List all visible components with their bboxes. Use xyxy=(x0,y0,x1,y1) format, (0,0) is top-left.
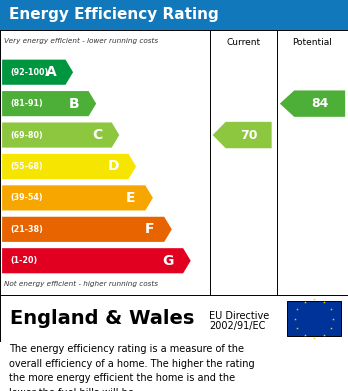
Text: Energy Efficiency Rating: Energy Efficiency Rating xyxy=(9,7,219,23)
Polygon shape xyxy=(280,90,345,117)
Text: (69-80): (69-80) xyxy=(10,131,43,140)
Text: F: F xyxy=(145,222,154,236)
Text: B: B xyxy=(69,97,79,111)
Text: England & Wales: England & Wales xyxy=(10,309,195,328)
Polygon shape xyxy=(2,217,172,242)
Text: Very energy efficient - lower running costs: Very energy efficient - lower running co… xyxy=(4,38,158,44)
FancyBboxPatch shape xyxy=(287,301,341,336)
Text: (81-91): (81-91) xyxy=(10,99,43,108)
Text: (92-100): (92-100) xyxy=(10,68,49,77)
Text: EU Directive: EU Directive xyxy=(209,311,269,321)
Text: Not energy efficient - higher running costs: Not energy efficient - higher running co… xyxy=(4,281,158,287)
Polygon shape xyxy=(2,185,153,210)
Polygon shape xyxy=(2,91,96,116)
Text: Current: Current xyxy=(227,38,261,47)
Polygon shape xyxy=(2,154,136,179)
Polygon shape xyxy=(2,248,191,273)
Text: C: C xyxy=(92,128,102,142)
Text: (55-68): (55-68) xyxy=(10,162,43,171)
Polygon shape xyxy=(2,122,119,148)
Polygon shape xyxy=(2,60,73,85)
Text: (39-54): (39-54) xyxy=(10,194,43,203)
Text: 2002/91/EC: 2002/91/EC xyxy=(209,321,265,330)
Text: 70: 70 xyxy=(240,129,258,142)
Text: D: D xyxy=(108,160,120,174)
Text: 84: 84 xyxy=(311,97,329,110)
Text: E: E xyxy=(126,191,135,205)
Polygon shape xyxy=(213,122,272,148)
Text: (1-20): (1-20) xyxy=(10,256,38,265)
Text: Potential: Potential xyxy=(293,38,332,47)
Text: (21-38): (21-38) xyxy=(10,225,44,234)
Text: The energy efficiency rating is a measure of the
overall efficiency of a home. T: The energy efficiency rating is a measur… xyxy=(9,344,254,391)
Text: G: G xyxy=(163,254,174,268)
Text: A: A xyxy=(46,65,56,79)
